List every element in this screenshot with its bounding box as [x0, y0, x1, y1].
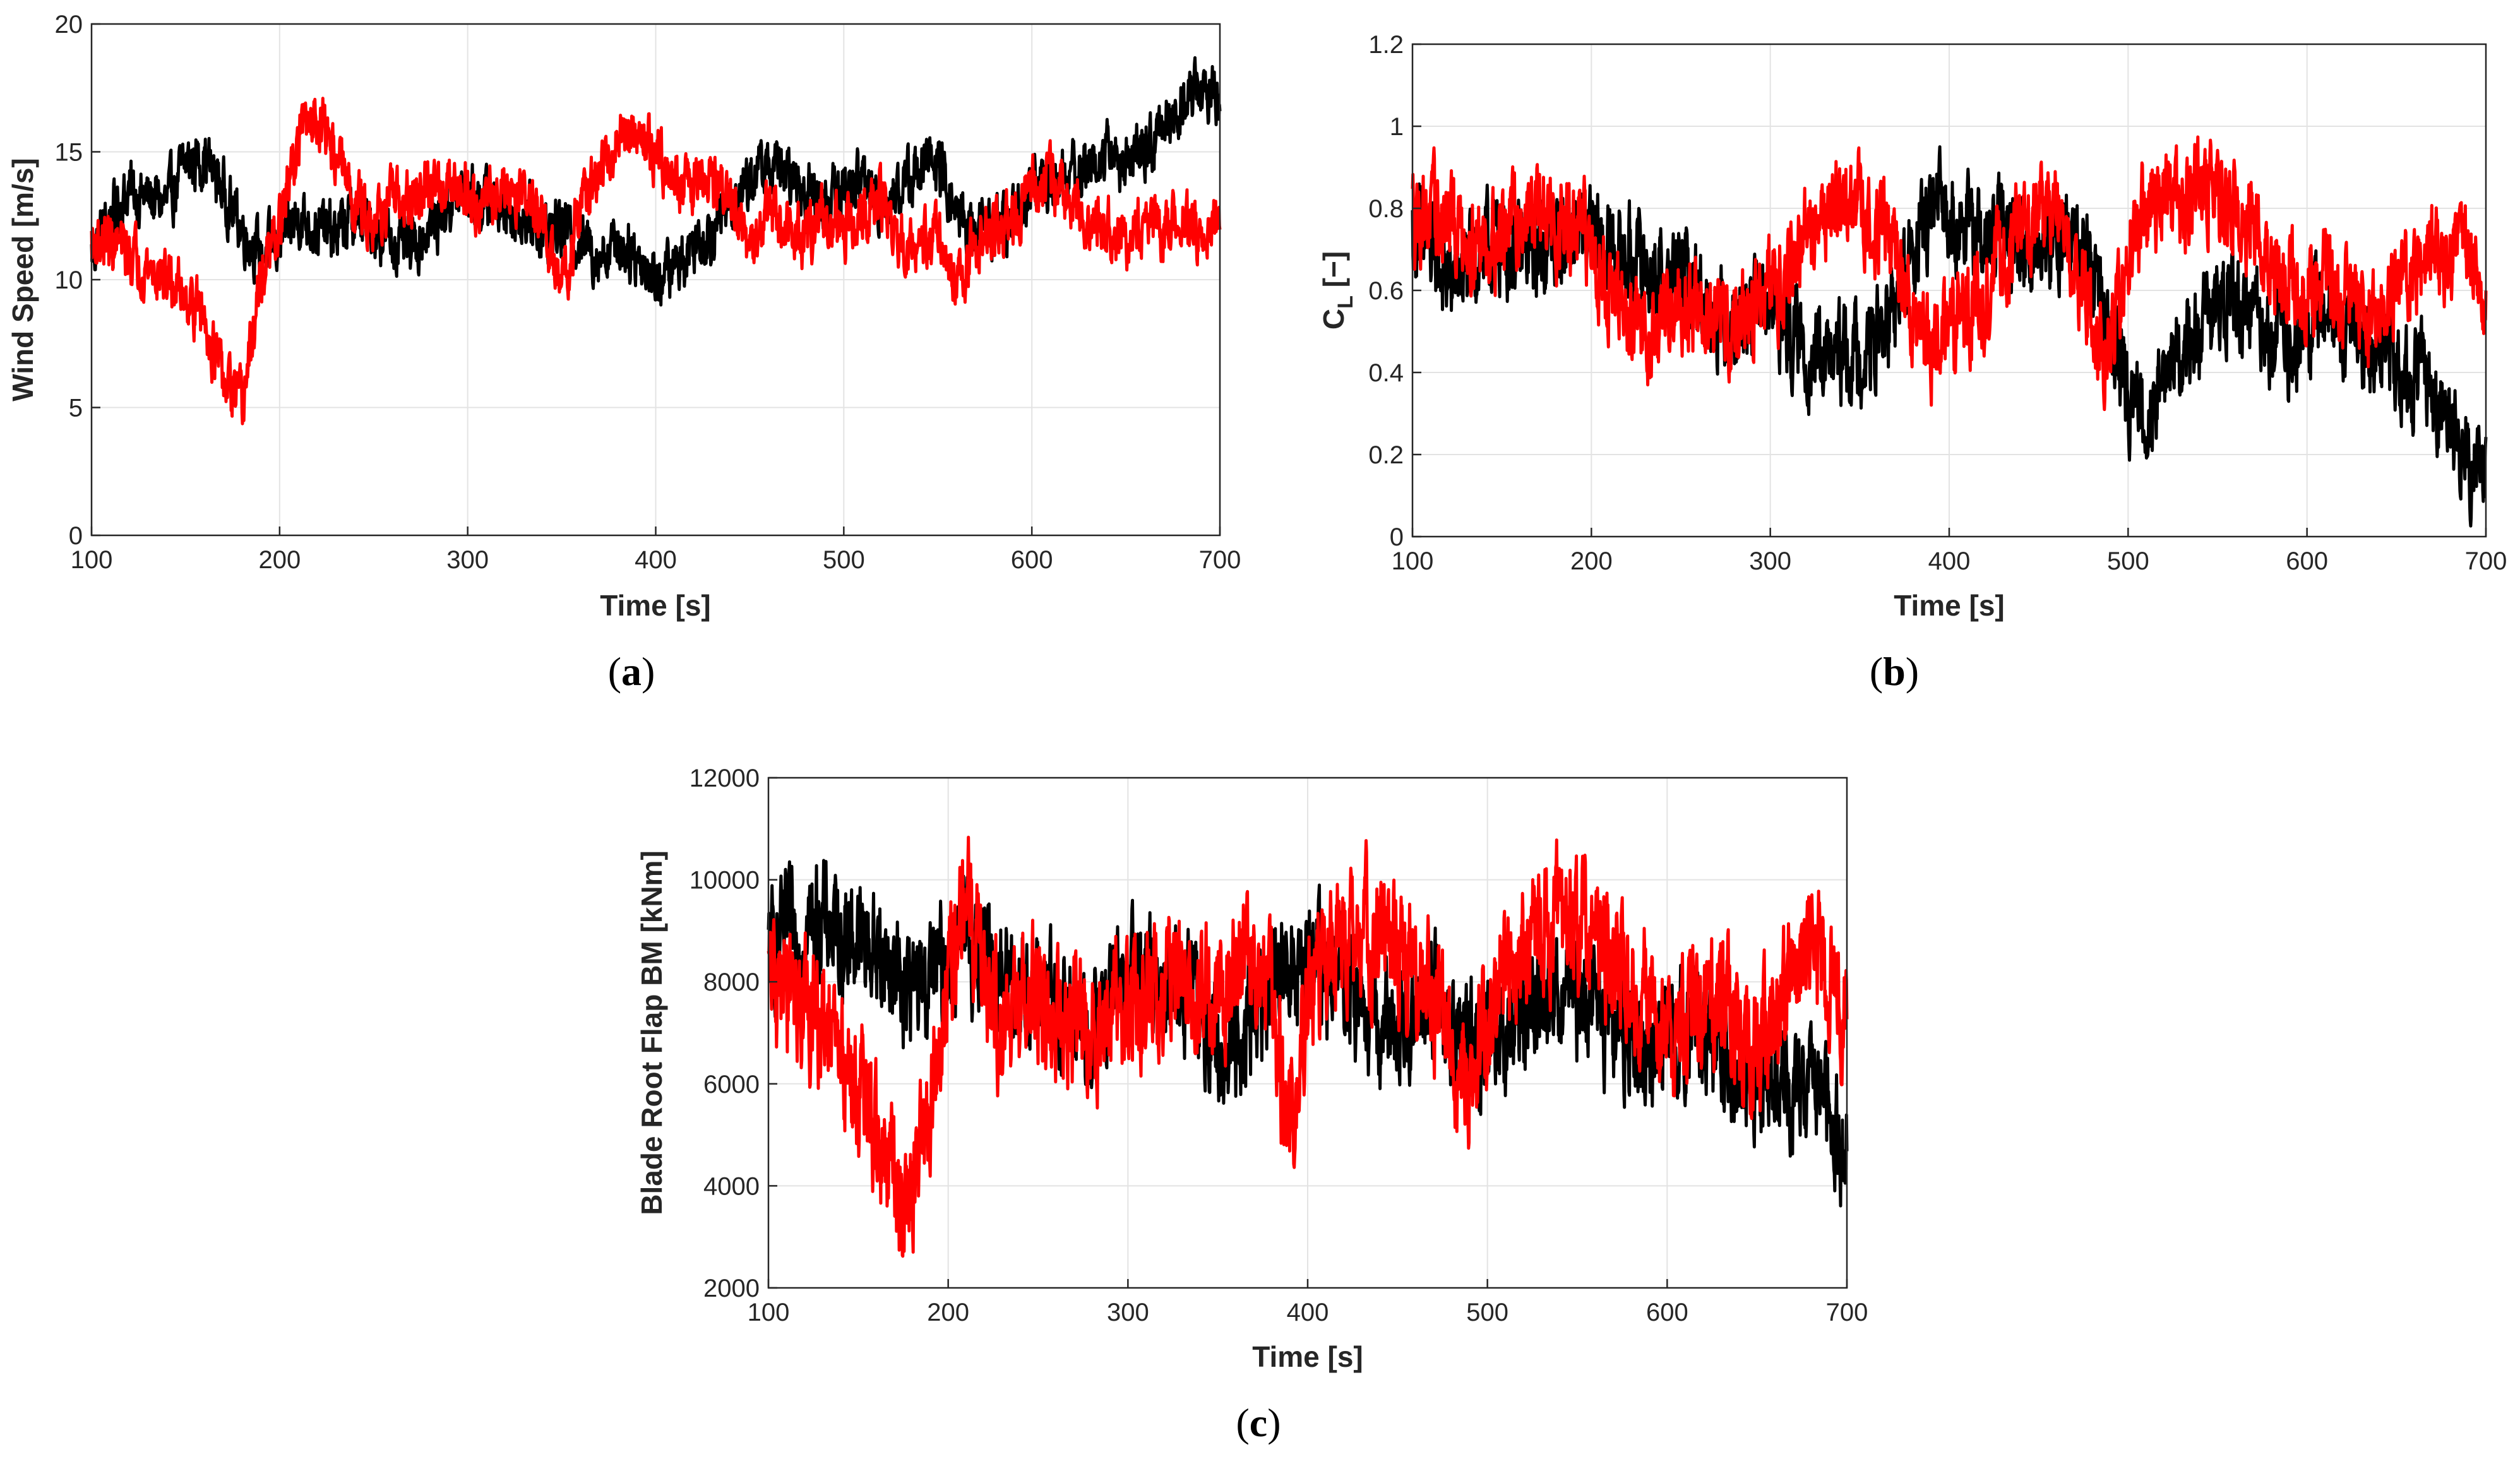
chart-a-xtick-label-100: 100 — [71, 546, 113, 574]
chart-b-ylabel: CL [−] — [1317, 251, 1358, 330]
chart-c-ytick-label-12000: 12000 — [690, 765, 760, 792]
chart-c-series-group — [767, 835, 1849, 1258]
chart-b-ytick-label-0.2: 0.2 — [1368, 441, 1404, 469]
chart-b-panel-label: (b) — [1870, 649, 1919, 694]
chart-a-series-red — [90, 97, 1222, 426]
chart-b-series-red — [1411, 135, 2488, 412]
chart-c-xlabel: Time [s] — [1252, 1340, 1363, 1373]
chart-a-series-group — [90, 56, 1222, 426]
chart-a: 100 200 300 400 500 600 700 0 5 10 15 20 Time [s] W… — [6, 11, 1241, 694]
chart-b-ticks: 100 200 300 400 500 600 700 0 0.2 0.4 0.6 0.8 1 1.2 — [1368, 31, 2507, 575]
chart-b-xtick-label-700: 700 — [2465, 547, 2507, 575]
chart-a-xtick-label-400: 400 — [635, 546, 677, 574]
chart-c: 100 200 300 400 500 600 700 2000 4000 6000 8000 100… — [635, 765, 1868, 1445]
chart-c-ytick-label-6000: 6000 — [703, 1071, 760, 1098]
chart-a-xlabel: Time [s] — [600, 589, 711, 622]
chart-c-ytick-label-8000: 8000 — [703, 968, 760, 996]
chart-b-series-group — [1411, 135, 2488, 528]
chart-b-ytick-label-0.4: 0.4 — [1368, 359, 1404, 387]
chart-c-ylabel: Blade Root Flap BM [kNm] — [635, 850, 668, 1215]
chart-a-ytick-label-5: 5 — [69, 395, 83, 422]
chart-b: 100 200 300 400 500 600 700 0 0.2 0.4 0.6 0.8 1 1.2 T… — [1317, 31, 2507, 694]
chart-a-xtick-label-300: 300 — [446, 546, 489, 574]
chart-b-ytick-label-1: 1 — [1390, 113, 1404, 141]
chart-b-xtick-label-200: 200 — [1570, 547, 1613, 575]
chart-b-xtick-label-500: 500 — [2107, 547, 2149, 575]
chart-a-panel-label: (a) — [608, 649, 655, 694]
chart-b-xtick-label-400: 400 — [1928, 547, 1971, 575]
chart-a-xtick-label-600: 600 — [1011, 546, 1053, 574]
chart-b-ytick-label-0.6: 0.6 — [1368, 277, 1404, 305]
chart-c-ytick-label-2000: 2000 — [703, 1275, 760, 1302]
chart-a-xtick-label-700: 700 — [1199, 546, 1241, 574]
chart-a-ytick-label-15: 15 — [55, 139, 83, 167]
chart-a-ylabel: Wind Speed [m/s] — [6, 158, 39, 402]
chart-c-xtick-label-100: 100 — [748, 1299, 790, 1326]
chart-a-ytick-label-20: 20 — [55, 11, 83, 39]
chart-c-xtick-label-700: 700 — [1826, 1299, 1868, 1326]
chart-a-ticks: 100 200 300 400 500 600 700 0 5 10 15 20 — [55, 11, 1241, 574]
chart-b-xtick-label-100: 100 — [1392, 547, 1434, 575]
chart-c-series-red — [767, 835, 1849, 1258]
chart-c-xtick-label-400: 400 — [1287, 1299, 1329, 1326]
chart-a-xtick-label-500: 500 — [823, 546, 865, 574]
chart-a-ytick-label-10: 10 — [55, 266, 83, 294]
chart-c-xtick-label-300: 300 — [1107, 1299, 1149, 1326]
chart-b-ytick-label-1.2: 1.2 — [1368, 31, 1404, 59]
chart-c-ticks: 100 200 300 400 500 600 700 2000 4000 6000 8000 100… — [690, 765, 1868, 1326]
chart-c-panel-label: (c) — [1236, 1400, 1281, 1445]
chart-c-xtick-label-200: 200 — [927, 1299, 969, 1326]
chart-c-xtick-label-600: 600 — [1646, 1299, 1688, 1326]
chart-b-xlabel: Time [s] — [1894, 589, 2005, 622]
chart-a-xtick-label-200: 200 — [258, 546, 301, 574]
chart-c-ytick-label-4000: 4000 — [703, 1172, 760, 1200]
chart-b-xtick-label-300: 300 — [1749, 547, 1791, 575]
chart-c-ytick-label-10000: 10000 — [690, 867, 760, 895]
chart-c-xtick-label-500: 500 — [1466, 1299, 1508, 1326]
chart-a-ytick-label-0: 0 — [69, 522, 83, 550]
chart-b-ytick-label-0: 0 — [1390, 523, 1404, 551]
chart-b-ytick-label-0.8: 0.8 — [1368, 195, 1404, 223]
chart-b-xtick-label-600: 600 — [2286, 547, 2328, 575]
